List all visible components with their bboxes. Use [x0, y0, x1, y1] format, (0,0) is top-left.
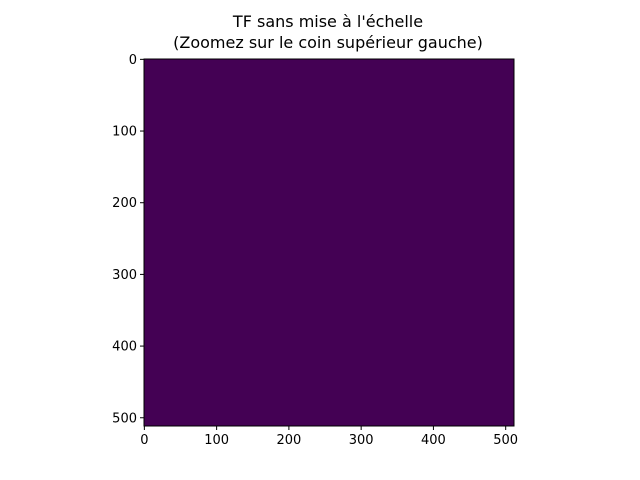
- heatmap-image: [144, 59, 514, 426]
- x-tick-label: 0: [140, 433, 148, 448]
- x-tick-label: 300: [349, 433, 374, 448]
- x-axis: 0 100 200 300 400 500: [140, 426, 518, 448]
- x-tick-label: 500: [493, 433, 518, 448]
- y-tick-label: 500: [112, 411, 137, 426]
- chart-title-line-2: (Zoomez sur le coin supérieur gauche): [173, 33, 483, 52]
- y-tick-label: 300: [112, 268, 137, 283]
- x-tick-label: 400: [421, 433, 446, 448]
- axes-frame: [143, 58, 515, 427]
- chart-title-line-1: TF sans mise à l'échelle: [232, 12, 423, 31]
- y-axis: 0 100 200 300 400 500: [112, 53, 144, 426]
- y-tick-label: 0: [129, 53, 137, 68]
- x-tick-label: 100: [204, 433, 229, 448]
- y-tick-label: 400: [112, 340, 137, 355]
- y-tick-label: 200: [112, 196, 137, 211]
- x-tick-label: 200: [276, 433, 301, 448]
- y-tick-label: 100: [112, 125, 137, 140]
- plot-area: [143, 58, 515, 427]
